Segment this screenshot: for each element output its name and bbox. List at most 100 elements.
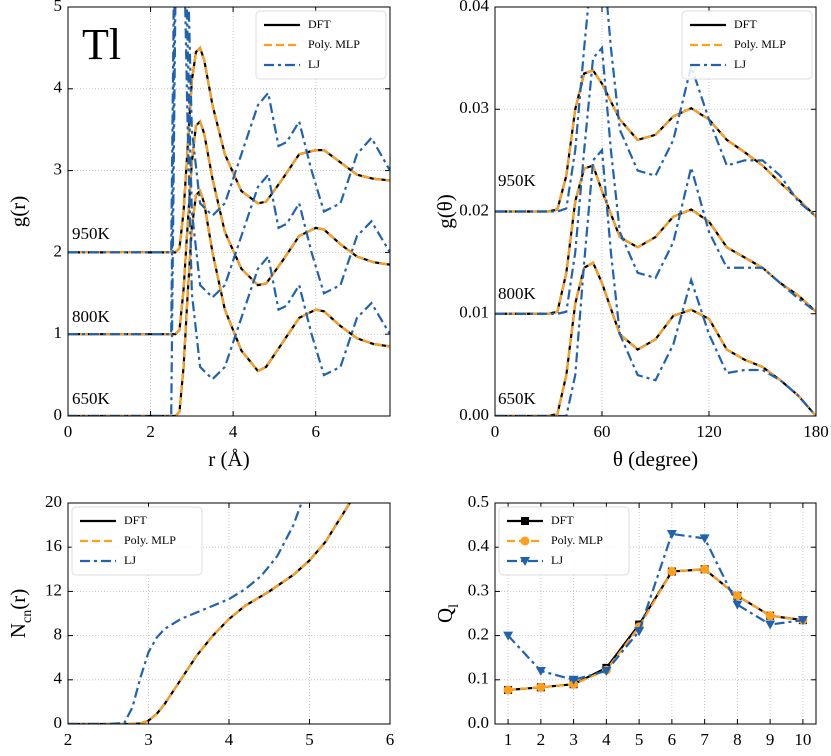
marker bbox=[666, 529, 677, 539]
annotation: 800K bbox=[72, 307, 111, 326]
y-tick-label: 0.01 bbox=[459, 303, 489, 322]
y-tick-label: 0.5 bbox=[468, 492, 489, 511]
marker bbox=[601, 666, 612, 676]
y-axis-label-part: (r) bbox=[6, 589, 30, 610]
y-tick-label: 20 bbox=[45, 492, 62, 511]
marker bbox=[536, 682, 546, 692]
panel: 0.00 0.01 0.02 0.03 0.04 0 60 120 180 θ (degree) g… bbox=[433, 0, 829, 471]
x-tick-label: 3 bbox=[144, 730, 153, 749]
y-tick-label: 0 bbox=[54, 405, 63, 424]
marker bbox=[732, 600, 743, 610]
plot-frame bbox=[67, 502, 391, 725]
x-tick-label: 8 bbox=[733, 730, 742, 749]
y-axis-label: Ql bbox=[433, 604, 462, 623]
legend-label: DFT bbox=[308, 17, 331, 31]
plot-frame bbox=[494, 502, 817, 725]
legend-label: Poly. MLP bbox=[551, 533, 603, 547]
y-axis-label-part: N bbox=[6, 623, 30, 638]
y-tick-label: 0.1 bbox=[468, 669, 489, 688]
series-line bbox=[68, 503, 351, 724]
y-tick-label: 0.0 bbox=[468, 713, 489, 732]
annotation: 800K bbox=[498, 284, 537, 303]
legend-label: Poly. MLP bbox=[308, 37, 360, 51]
y-tick-label: 5 bbox=[54, 0, 63, 15]
y-axis-label-part: cn bbox=[20, 610, 35, 623]
y-tick-label: 12 bbox=[45, 580, 62, 599]
marker bbox=[667, 567, 677, 577]
legend-label: DFT bbox=[124, 513, 147, 527]
x-axis-label: l bbox=[653, 755, 659, 756]
x-axis-label: θ (degree) bbox=[613, 447, 698, 471]
marker bbox=[503, 685, 513, 695]
x-tick-label: 6 bbox=[386, 730, 395, 749]
series-line bbox=[508, 568, 804, 692]
series-line bbox=[68, 45, 390, 416]
series-line bbox=[508, 568, 804, 692]
legend-label: LJ bbox=[734, 57, 746, 71]
y-axis-label: g(θ) bbox=[433, 194, 457, 229]
legend: DFT Poly. MLP LJ bbox=[71, 506, 203, 576]
y-axis-label-part: l bbox=[447, 604, 462, 608]
panel: 0 1 2 3 4 5 0 2 4 6 r (Å) g(r) Tl 950K 800K 650K DFT Poly… bbox=[6, 0, 391, 471]
legend-label: DFT bbox=[734, 17, 757, 31]
x-tick-label: 2 bbox=[64, 730, 73, 749]
annotation: 650K bbox=[72, 389, 111, 408]
plot-frame bbox=[494, 6, 817, 417]
marker bbox=[700, 564, 710, 574]
panel: 0.00.10.20.30.40.512345678910lQlDFTPoly.… bbox=[433, 492, 817, 756]
x-axis-label: r (Å) bbox=[208, 447, 249, 471]
series-line bbox=[68, 503, 303, 724]
legend-label: LJ bbox=[308, 57, 320, 71]
y-tick-label: 0 bbox=[54, 713, 63, 732]
x-tick-label: 4 bbox=[602, 730, 611, 749]
legend-label: Poly. MLP bbox=[734, 37, 786, 51]
x-tick-label: 1 bbox=[504, 730, 513, 749]
x-tick-label: 6 bbox=[668, 730, 677, 749]
y-tick-label: 0.4 bbox=[468, 536, 490, 555]
x-tick-label: 3 bbox=[569, 730, 578, 749]
legend-box bbox=[681, 10, 813, 80]
y-tick-label: 0.2 bbox=[468, 625, 489, 644]
x-tick-label: 2 bbox=[146, 422, 155, 441]
series-line bbox=[495, 69, 816, 416]
legend-label: DFT bbox=[551, 513, 574, 527]
marker bbox=[520, 557, 530, 566]
y-tick-label: 0.3 bbox=[468, 580, 489, 599]
marker bbox=[503, 631, 514, 641]
y-tick-label: 8 bbox=[54, 625, 63, 644]
marker bbox=[797, 616, 808, 626]
legend-box bbox=[255, 10, 387, 80]
marker bbox=[765, 611, 775, 621]
plot-frame bbox=[67, 6, 391, 417]
legend: DFT Poly. MLP LJ bbox=[498, 506, 630, 576]
y-axis-label: g(r) bbox=[6, 196, 30, 227]
legend-label: Poly. MLP bbox=[124, 533, 176, 547]
y-tick-label: 4 bbox=[54, 669, 63, 688]
plot-area bbox=[495, 7, 816, 416]
legend-label: LJ bbox=[551, 553, 563, 567]
panel: 0 4 8 12 16 20 2 3 4 5 6 r (Å) Ncn(r) DFT Poly. MLP LJ bbox=[6, 492, 394, 756]
x-tick-label: 4 bbox=[225, 730, 234, 749]
marker bbox=[765, 620, 776, 630]
x-tick-label: 60 bbox=[594, 422, 611, 441]
legend-box bbox=[71, 506, 203, 576]
annotation: 950K bbox=[498, 171, 537, 190]
y-tick-label: 0.03 bbox=[459, 98, 489, 117]
x-tick-label: 120 bbox=[696, 422, 722, 441]
marker bbox=[634, 627, 645, 637]
x-tick-label: 5 bbox=[305, 730, 314, 749]
annotation: 650K bbox=[498, 389, 537, 408]
y-tick-label: 16 bbox=[45, 536, 62, 555]
marker bbox=[520, 536, 530, 546]
y-tick-label: 0.02 bbox=[459, 200, 489, 219]
legend: DFT Poly. MLP LJ bbox=[681, 10, 813, 80]
series-line bbox=[507, 532, 804, 681]
y-axis-label-part: Q bbox=[433, 608, 457, 623]
x-tick-label: 180 bbox=[803, 422, 829, 441]
series-line bbox=[495, 69, 816, 416]
y-axis-label: Ncn(r) bbox=[6, 589, 35, 638]
x-tick-label: 0 bbox=[491, 422, 500, 441]
marker bbox=[699, 534, 710, 544]
plot-area bbox=[503, 529, 808, 695]
